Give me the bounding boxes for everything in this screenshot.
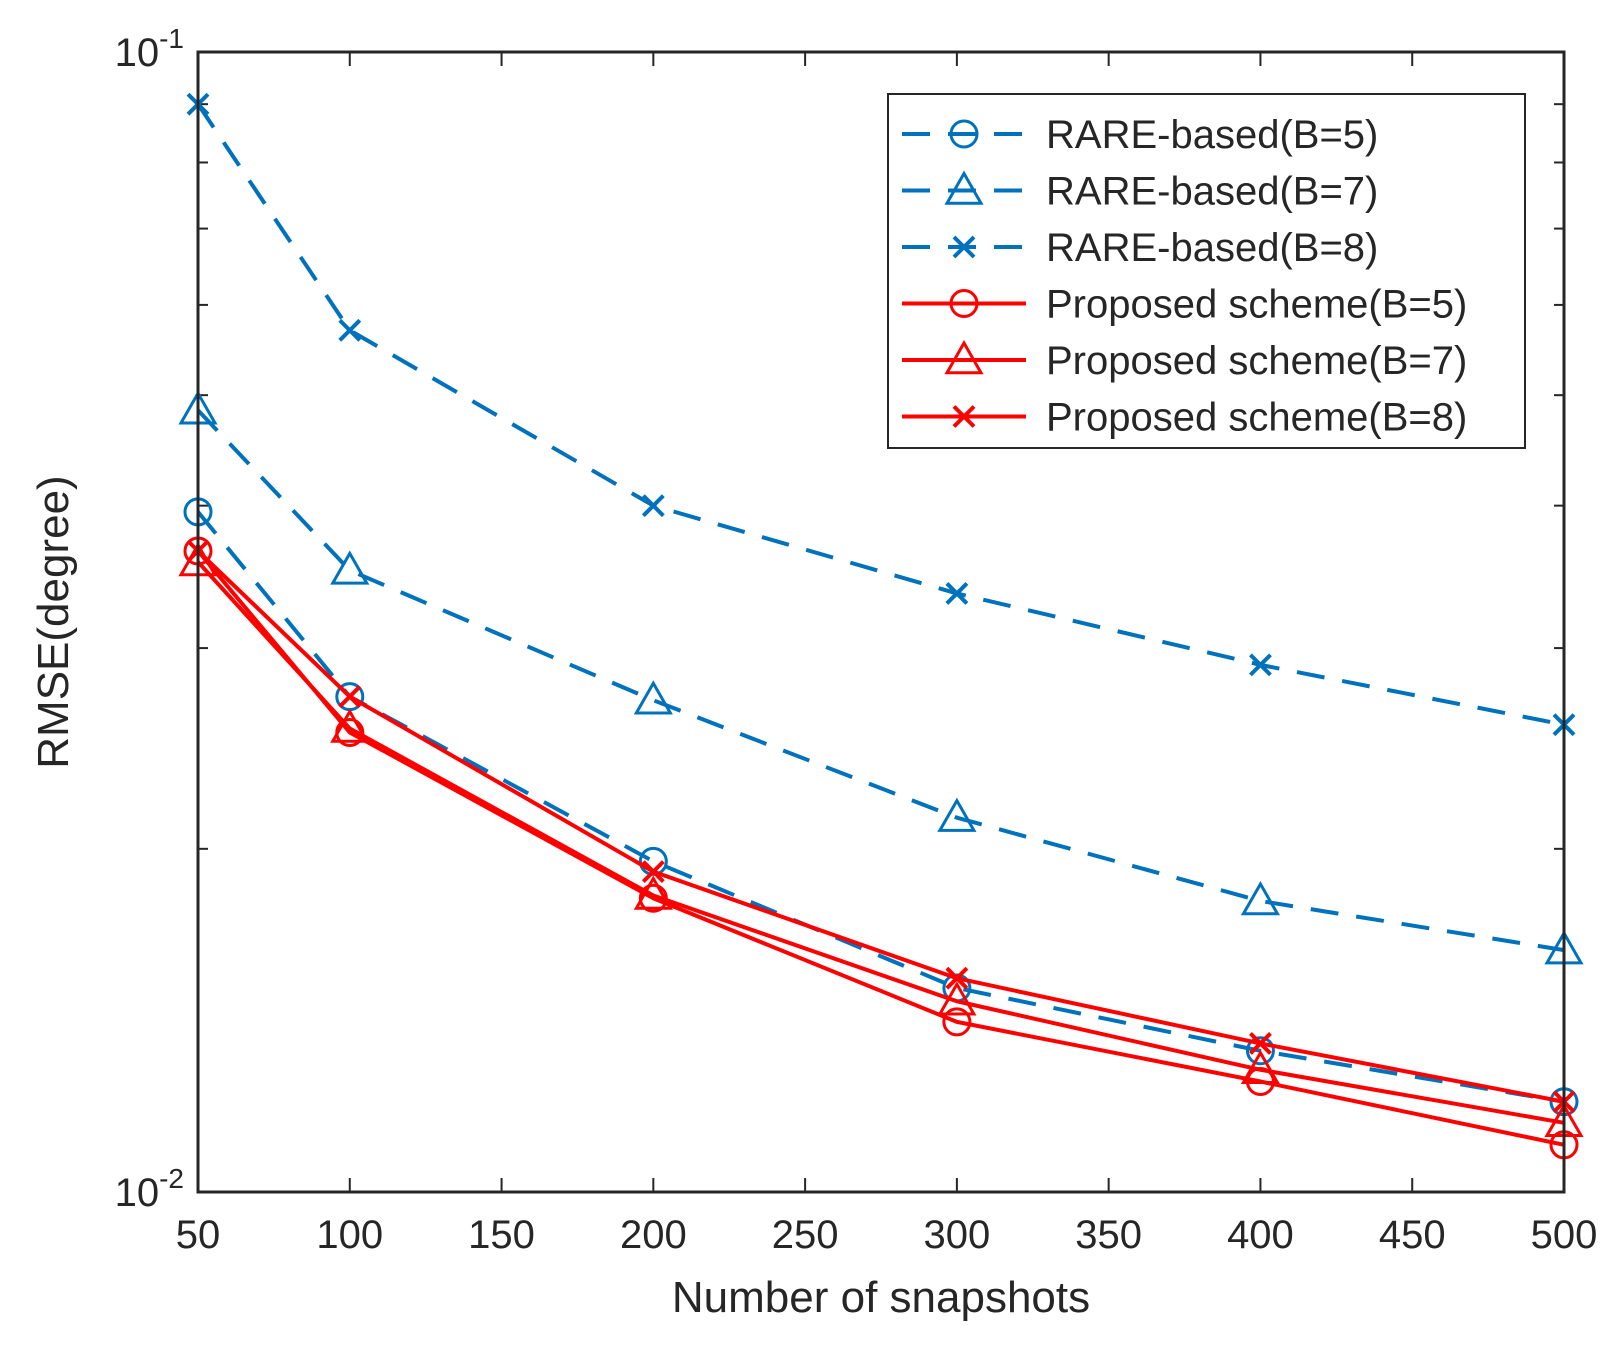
legend-marker [949, 119, 979, 149]
x-tick-label: 400 [1227, 1213, 1294, 1257]
marker-x-stroke [641, 494, 665, 518]
marker-x-stroke [641, 860, 665, 884]
legend: RARE-based(B=5) RARE-based(B=7) RARE-based… [887, 93, 1526, 449]
legend-label: RARE-based(B=7) [1046, 170, 1378, 214]
legend-label: RARE-based(B=8) [1046, 226, 1378, 270]
x-axis-title: Number of snapshots [672, 1273, 1090, 1322]
legend-box [887, 93, 1526, 449]
legend-marker [949, 289, 979, 318]
series-line [196, 408, 1565, 953]
x-tick-label: 150 [468, 1213, 535, 1257]
series-line [196, 560, 1565, 1125]
series-line [196, 510, 1565, 1104]
x-tick-label: 500 [1531, 1213, 1598, 1257]
series-proposed-scheme-b-8- [186, 539, 1576, 1114]
plot-frame [196, 50, 1566, 1194]
marker-x-stroke [952, 405, 976, 428]
data-point [338, 318, 362, 342]
y-tick-label-exponent: -1 [159, 23, 184, 54]
legend-item: RARE-based(B=5) [902, 113, 1378, 157]
legend-marker [944, 339, 984, 375]
marker-x-stroke [945, 966, 969, 990]
x-tick-label: 50 [176, 1213, 221, 1257]
data-point [641, 860, 665, 884]
legend-marker [944, 170, 984, 205]
legend-item: RARE-based(B=8) [902, 226, 1378, 270]
marker-x-stroke [952, 235, 976, 259]
y-tick-label: 10-1 [115, 23, 184, 75]
marker-x-stroke [1249, 1032, 1272, 1055]
legend-label: Proposed scheme(B=5) [1046, 283, 1467, 327]
data-point [945, 966, 969, 990]
y-tick-label-base: 10 [115, 1171, 160, 1215]
data-point [937, 981, 977, 1016]
marker-x-stroke [945, 582, 969, 605]
series-rare-based-b-5- [183, 497, 1579, 1117]
y-tick-labels: 10-210-1 [115, 23, 184, 1215]
x-tick-label: 300 [924, 1213, 991, 1257]
series-rare-based-b-7- [178, 390, 1584, 965]
x-tick-label: 250 [772, 1213, 839, 1257]
x-tick-label: 200 [620, 1213, 687, 1257]
data-point [945, 582, 969, 605]
data-point [1240, 1049, 1281, 1085]
legend-label: Proposed scheme(B=8) [1046, 396, 1467, 440]
marker-x-stroke [338, 318, 362, 342]
series-line [196, 549, 1565, 1147]
data-point [641, 494, 665, 518]
data-point [1240, 880, 1281, 916]
legend-item: RARE-based(B=7) [902, 170, 1378, 214]
data-point [937, 797, 977, 832]
legend-item: Proposed scheme(B=7) [902, 339, 1467, 383]
x-tick-label: 350 [1075, 1213, 1142, 1257]
y-tick-label-exponent: -2 [159, 1163, 184, 1194]
series-line [196, 549, 1565, 1104]
data-point [330, 708, 370, 743]
legend-label: Proposed scheme(B=7) [1046, 339, 1467, 383]
legend-label: RARE-based(B=5) [1046, 113, 1378, 157]
y-tick-label: 10-2 [115, 1163, 184, 1215]
data-point [942, 1007, 972, 1037]
legend-marker [952, 235, 976, 259]
marker-x-stroke [338, 685, 362, 709]
x-tick-label: 450 [1379, 1213, 1446, 1257]
series-proposed-scheme-b-7- [178, 541, 1584, 1138]
data-point [338, 685, 362, 709]
data-point [1249, 1032, 1272, 1055]
series-line [196, 103, 1565, 727]
data-point [633, 680, 673, 715]
y-axis-title: RMSE(degree) [29, 475, 78, 768]
x-tick-labels: 50 100 150 200 250 300 350 400 450 500 [176, 1213, 1598, 1257]
data-point [1249, 653, 1272, 677]
y-tick-label-base: 10 [115, 31, 160, 75]
x-tick-label: 100 [316, 1213, 383, 1257]
data-point [330, 550, 370, 585]
legend-item: Proposed scheme(B=8) [902, 396, 1467, 440]
legend-marker [952, 405, 976, 428]
series-layer [178, 92, 1584, 1160]
legend-item: Proposed scheme(B=5) [902, 283, 1467, 327]
marker-x-stroke [1249, 653, 1272, 677]
data-point [633, 875, 673, 910]
data-point [1245, 1036, 1275, 1066]
